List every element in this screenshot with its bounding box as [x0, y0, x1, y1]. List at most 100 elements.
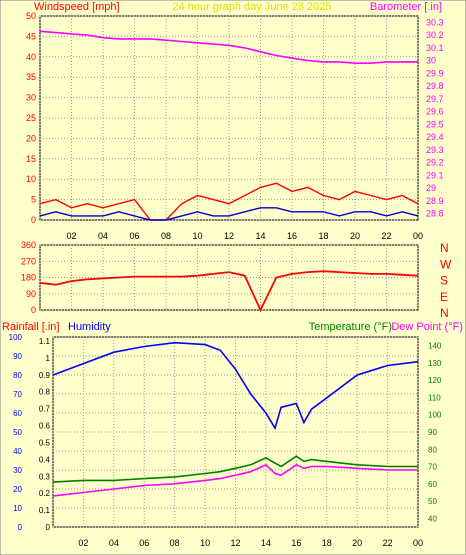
barometer-tick-label: 30	[426, 56, 436, 66]
p1-xtick-label: 02	[66, 231, 76, 241]
direction-tick-label: 90	[26, 289, 36, 299]
windspeed-tick-label: 10	[26, 174, 36, 184]
p1-xtick-label: 12	[224, 231, 234, 241]
humidity-temperature-panel: 010203040506070809010000.10.20.30.40.50.…	[9, 333, 442, 548]
humidity-tick-label: 50	[13, 428, 22, 437]
humidity-tick-label: 0	[18, 523, 23, 532]
barometer-label: Barometer [.in]	[370, 1, 442, 13]
humidity-label: Humidity	[68, 321, 111, 333]
p3-xtick-label: 20	[352, 538, 362, 548]
p3-xtick-label: 12	[230, 538, 240, 548]
rainfall-tick-label: 0.3	[39, 472, 51, 481]
temperature-tick-label: 80	[428, 445, 437, 454]
p3-xtick-label: 04	[109, 538, 119, 548]
barometer-tick-label: 28.9	[426, 196, 444, 206]
direction-tick-label: 270	[21, 256, 36, 266]
wind-barometer-panel: 0 5 10 15 20 25 30 35 40 45 50 28.8 28.9 29 29.1 29.2 29…	[26, 11, 444, 241]
rainfall-label: Rainfall [.in]	[2, 321, 59, 333]
p3-xtick-label: 00	[413, 538, 423, 548]
gust-line	[39, 207, 419, 221]
direction-tick-label: 180	[21, 273, 36, 283]
windspeed-tick-label: 0	[31, 215, 36, 225]
barometer-tick-label: 29.9	[426, 68, 444, 78]
p1-xtick-label: 18	[318, 231, 328, 241]
rainfall-tick-label: 0.6	[39, 422, 51, 431]
rainfall-tick-label: 0.2	[39, 489, 51, 498]
rainfall-tick-label: 1.1	[39, 337, 51, 346]
windspeed-tick-label: 35	[26, 72, 36, 82]
wind-direction-line	[39, 270, 419, 313]
windspeed-tick-label: 50	[26, 11, 36, 21]
windspeed-line	[39, 182, 419, 221]
barometer-tick-label: 29.3	[426, 145, 444, 155]
temperature-tick-label: 50	[428, 497, 437, 506]
p3-xtick-label: 18	[322, 538, 332, 548]
compass-label: S	[440, 274, 448, 288]
dew-point-line	[52, 463, 418, 497]
temperature-tick-label: 60	[428, 480, 437, 489]
humidity-tick-label: 100	[9, 333, 23, 342]
p1-xtick-label: 16	[287, 231, 297, 241]
windspeed-tick-label: 45	[26, 31, 36, 41]
temperature-line	[52, 455, 418, 483]
humidity-tick-label: 90	[13, 352, 22, 361]
p3-xtick-label: 14	[261, 538, 271, 548]
chart-title: 24 hour graph day June 28 2025	[172, 1, 331, 13]
p3-xtick-label: 22	[383, 538, 393, 548]
compass-label: N	[440, 306, 449, 320]
barometer-tick-label: 29	[426, 183, 436, 193]
humidity-tick-label: 10	[13, 504, 22, 513]
barometer-tick-label: 29.2	[426, 158, 444, 168]
dewpoint-label: Dew Point (°F)	[391, 321, 463, 333]
barometer-tick-label: 28.8	[426, 209, 444, 219]
humidity-tick-label: 80	[13, 371, 22, 380]
barometer-tick-label: 30.2	[426, 30, 444, 40]
barometer-line	[39, 30, 418, 65]
windspeed-tick-label: 20	[26, 133, 36, 143]
p3-xtick-label: 02	[78, 538, 88, 548]
temperature-label: Temperature (°F)	[309, 321, 392, 333]
p1-xtick-label: 14	[255, 231, 265, 241]
p1-xtick-label: 10	[192, 231, 202, 241]
barometer-tick-label: 29.8	[426, 81, 444, 91]
temperature-tick-label: 130	[428, 359, 442, 368]
barometer-tick-label: 29.1	[426, 170, 444, 180]
humidity-line	[52, 341, 419, 431]
temperature-tick-label: 70	[428, 463, 437, 472]
barometer-tick-label: 29.4	[426, 132, 444, 142]
rainfall-tick-label: 0.9	[39, 371, 51, 380]
rainfall-tick-label: 0.4	[39, 455, 51, 464]
rainfall-tick-label: 1	[46, 354, 51, 363]
rainfall-tick-label: 0.8	[39, 388, 51, 397]
windspeed-tick-label: 30	[26, 93, 36, 103]
compass-label: E	[440, 290, 448, 304]
temperature-tick-label: 90	[428, 428, 437, 437]
p1-xtick-label: 20	[350, 231, 360, 241]
p3-xtick-label: 06	[139, 538, 149, 548]
p1-xtick-label: 04	[98, 231, 108, 241]
p1-xtick-label: 22	[381, 231, 391, 241]
temperature-tick-label: 40	[428, 514, 437, 523]
rainfall-tick-label: 0.1	[39, 506, 51, 515]
humidity-tick-label: 30	[13, 466, 22, 475]
p3-xtick-label: 16	[291, 538, 301, 548]
temperature-tick-label: 110	[428, 393, 441, 402]
barometer-tick-label: 30.1	[426, 43, 444, 53]
windspeed-tick-label: 25	[26, 113, 36, 123]
windspeed-tick-label: 40	[26, 52, 36, 62]
p1-xtick-label: 00	[413, 231, 423, 241]
windspeed-tick-label: 15	[26, 154, 36, 164]
rainfall-tick-label: 0.7	[39, 405, 51, 414]
p3-xtick-label: 10	[200, 538, 210, 548]
barometer-tick-label: 29.6	[426, 107, 444, 117]
rainfall-tick-label: 0.5	[39, 438, 51, 447]
barometer-tick-label: 30.3	[426, 17, 444, 27]
barometer-tick-label: 29.5	[426, 119, 444, 129]
compass-label: N	[440, 241, 449, 255]
temperature-tick-label: 140	[428, 342, 442, 351]
windspeed-tick-label: 5	[31, 195, 36, 205]
humidity-tick-label: 60	[13, 409, 22, 418]
rainfall-tick-label: 0	[46, 523, 51, 532]
p3-xtick-label: 08	[170, 538, 180, 548]
